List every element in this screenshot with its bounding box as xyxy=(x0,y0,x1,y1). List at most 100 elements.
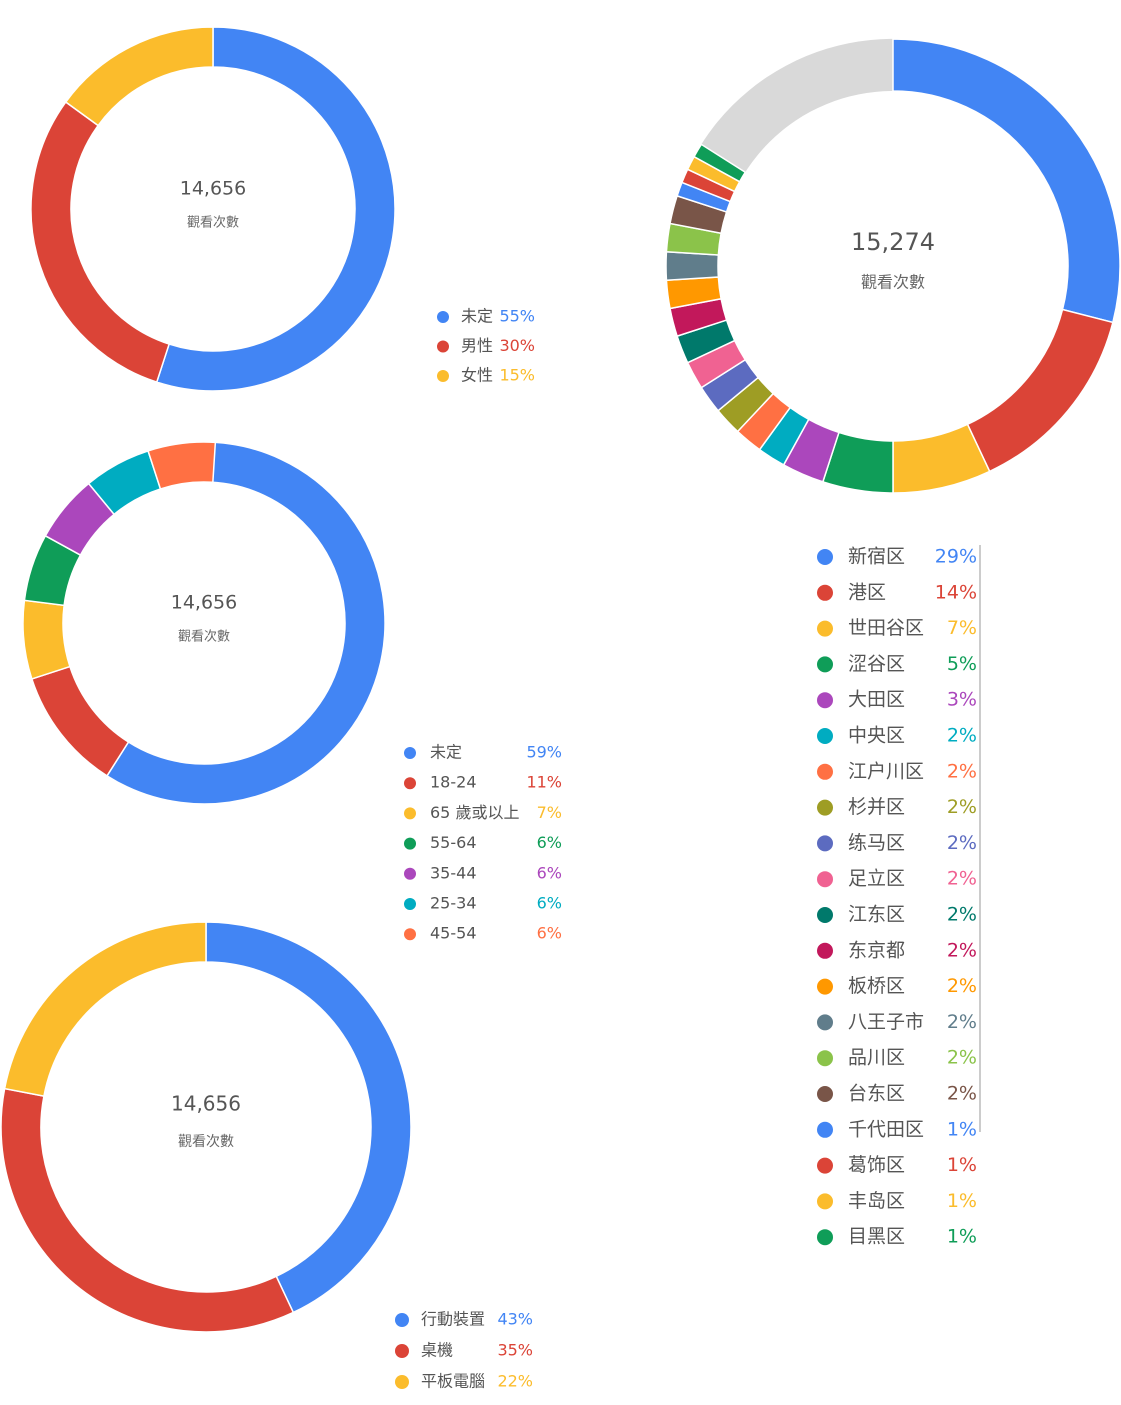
legend-label: 练马区 xyxy=(848,832,905,854)
legend-dot xyxy=(404,898,416,910)
center-label: 觀看次數 xyxy=(861,273,925,292)
legend-value: 30% xyxy=(499,336,535,355)
legend-label: 江东区 xyxy=(848,904,905,926)
legend-value: 6% xyxy=(537,924,562,943)
legend-label: 新宿区 xyxy=(848,546,905,568)
donut-slice xyxy=(892,38,1121,324)
legend-value: 43% xyxy=(497,1310,533,1329)
legend-label: 足立区 xyxy=(848,868,905,890)
legend-value: 2% xyxy=(947,1083,977,1105)
donut-slice xyxy=(64,26,214,127)
legend-label: 桌機 xyxy=(421,1341,453,1360)
donut-slice xyxy=(105,441,386,805)
donut-slice xyxy=(30,100,171,384)
legend-value: 15% xyxy=(499,366,535,385)
legend-label: 25-34 xyxy=(430,894,477,913)
legend-dot xyxy=(404,928,416,941)
legend-dot xyxy=(817,907,833,923)
legend-label: 丰岛区 xyxy=(848,1190,905,1212)
legend-label: 台东区 xyxy=(848,1083,905,1105)
legend-value: 1% xyxy=(947,1154,977,1176)
legend-label: 行動裝置 xyxy=(421,1310,485,1329)
legend-dot xyxy=(404,867,416,880)
legend-value: 2% xyxy=(947,975,977,997)
legend-label: 板桥区 xyxy=(848,975,905,997)
legend-value: 5% xyxy=(947,653,977,675)
legend-value: 2% xyxy=(947,939,977,961)
center-label: 觀看次數 xyxy=(178,1134,234,1150)
legend-dot xyxy=(404,807,416,820)
legend-value: 35% xyxy=(497,1341,533,1360)
legend-value: 2% xyxy=(947,832,977,854)
legend-label: 男性 xyxy=(461,336,493,355)
legend-value: 2% xyxy=(947,904,977,926)
legend-value: 2% xyxy=(947,725,977,747)
legend-dot xyxy=(817,871,833,888)
legend-label: 女性 xyxy=(461,366,493,385)
legend-value: 1% xyxy=(947,1118,977,1140)
legend-label: 世田谷区 xyxy=(848,617,924,639)
legend-label: 未定 xyxy=(430,743,462,762)
legend-label: 45-54 xyxy=(430,924,477,943)
legend-label: 平板電腦 xyxy=(421,1372,485,1391)
legend-label: 目黑区 xyxy=(848,1226,905,1248)
legend-dot xyxy=(817,835,833,852)
legend-value: 6% xyxy=(537,894,562,913)
donut-slice xyxy=(693,143,747,183)
donut-slice xyxy=(0,1087,295,1333)
legend-value: 3% xyxy=(947,689,977,711)
legend-dot xyxy=(817,1050,833,1067)
donut-slice xyxy=(665,250,720,282)
legend-dot xyxy=(437,311,449,323)
legend-value: 6% xyxy=(537,833,562,852)
legend-dot xyxy=(404,837,416,850)
legend-label: 大田区 xyxy=(848,689,905,711)
donut-slice xyxy=(3,921,207,1097)
legend-dot xyxy=(817,549,833,565)
legend-dot xyxy=(817,763,833,780)
legend-label: 八王子市 xyxy=(848,1011,924,1033)
legend-label: 江户川区 xyxy=(848,760,924,782)
legend-dot xyxy=(395,1344,409,1358)
legend-dot xyxy=(395,1313,409,1327)
legend-dot xyxy=(817,1014,833,1031)
center-value: 14,656 xyxy=(180,178,246,200)
donut-slice xyxy=(155,26,396,392)
legend-value: 59% xyxy=(526,743,562,762)
donut-slice xyxy=(22,599,71,680)
legend-dot xyxy=(817,1193,833,1210)
legend-value: 22% xyxy=(497,1372,533,1391)
legend-label: 东京都 xyxy=(848,939,905,961)
legend-label: 品川区 xyxy=(848,1047,905,1069)
legend-dot xyxy=(817,656,833,673)
donut-slice xyxy=(205,921,412,1314)
center-value: 14,656 xyxy=(171,1092,241,1116)
legend-value: 55% xyxy=(499,307,535,326)
center-value: 15,274 xyxy=(851,228,935,256)
legend-dot xyxy=(817,1121,833,1138)
legend-value: 2% xyxy=(947,868,977,890)
center-label: 觀看次數 xyxy=(187,215,239,231)
legend-label: 葛饰区 xyxy=(848,1154,905,1176)
legend-dot xyxy=(817,799,833,816)
legend-dot xyxy=(404,747,416,759)
legend-label: 65 歲或以上 xyxy=(430,803,519,822)
legend-label: 未定 xyxy=(461,307,493,326)
legend-dot xyxy=(404,777,416,790)
legend-value: 2% xyxy=(947,1047,977,1069)
legend-value: 29% xyxy=(935,546,977,568)
legend-label: 55-64 xyxy=(430,833,477,852)
legend-value: 6% xyxy=(537,863,562,882)
legend-value: 1% xyxy=(947,1226,977,1248)
legend-dot xyxy=(817,978,833,995)
donut-slice xyxy=(30,665,130,777)
legend-dot xyxy=(817,1229,833,1246)
legend-label: 杉并区 xyxy=(848,796,905,818)
legend-label: 中央区 xyxy=(848,725,905,747)
legend-dot xyxy=(817,728,833,744)
legend-dot xyxy=(437,370,449,382)
legend-dot xyxy=(395,1375,409,1389)
center-label: 觀看次數 xyxy=(178,629,230,645)
legend-label: 港区 xyxy=(848,581,886,603)
